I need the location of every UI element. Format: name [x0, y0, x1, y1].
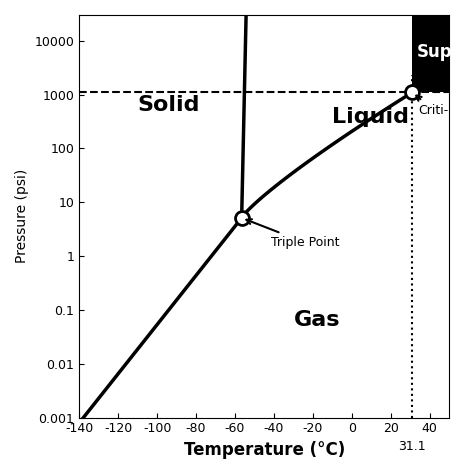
Text: Gas: Gas — [293, 310, 340, 330]
Text: Sup-: Sup- — [416, 43, 459, 61]
Text: Solid: Solid — [137, 95, 200, 115]
Bar — [412, 15, 449, 92]
Text: Liquid: Liquid — [332, 107, 410, 127]
X-axis label: Temperature (°C): Temperature (°C) — [183, 441, 345, 459]
Text: Criti-: Criti- — [416, 96, 448, 117]
Text: Triple Point: Triple Point — [246, 219, 339, 249]
Text: 31.1: 31.1 — [399, 440, 426, 453]
Y-axis label: Pressure (psi): Pressure (psi) — [15, 169, 29, 264]
